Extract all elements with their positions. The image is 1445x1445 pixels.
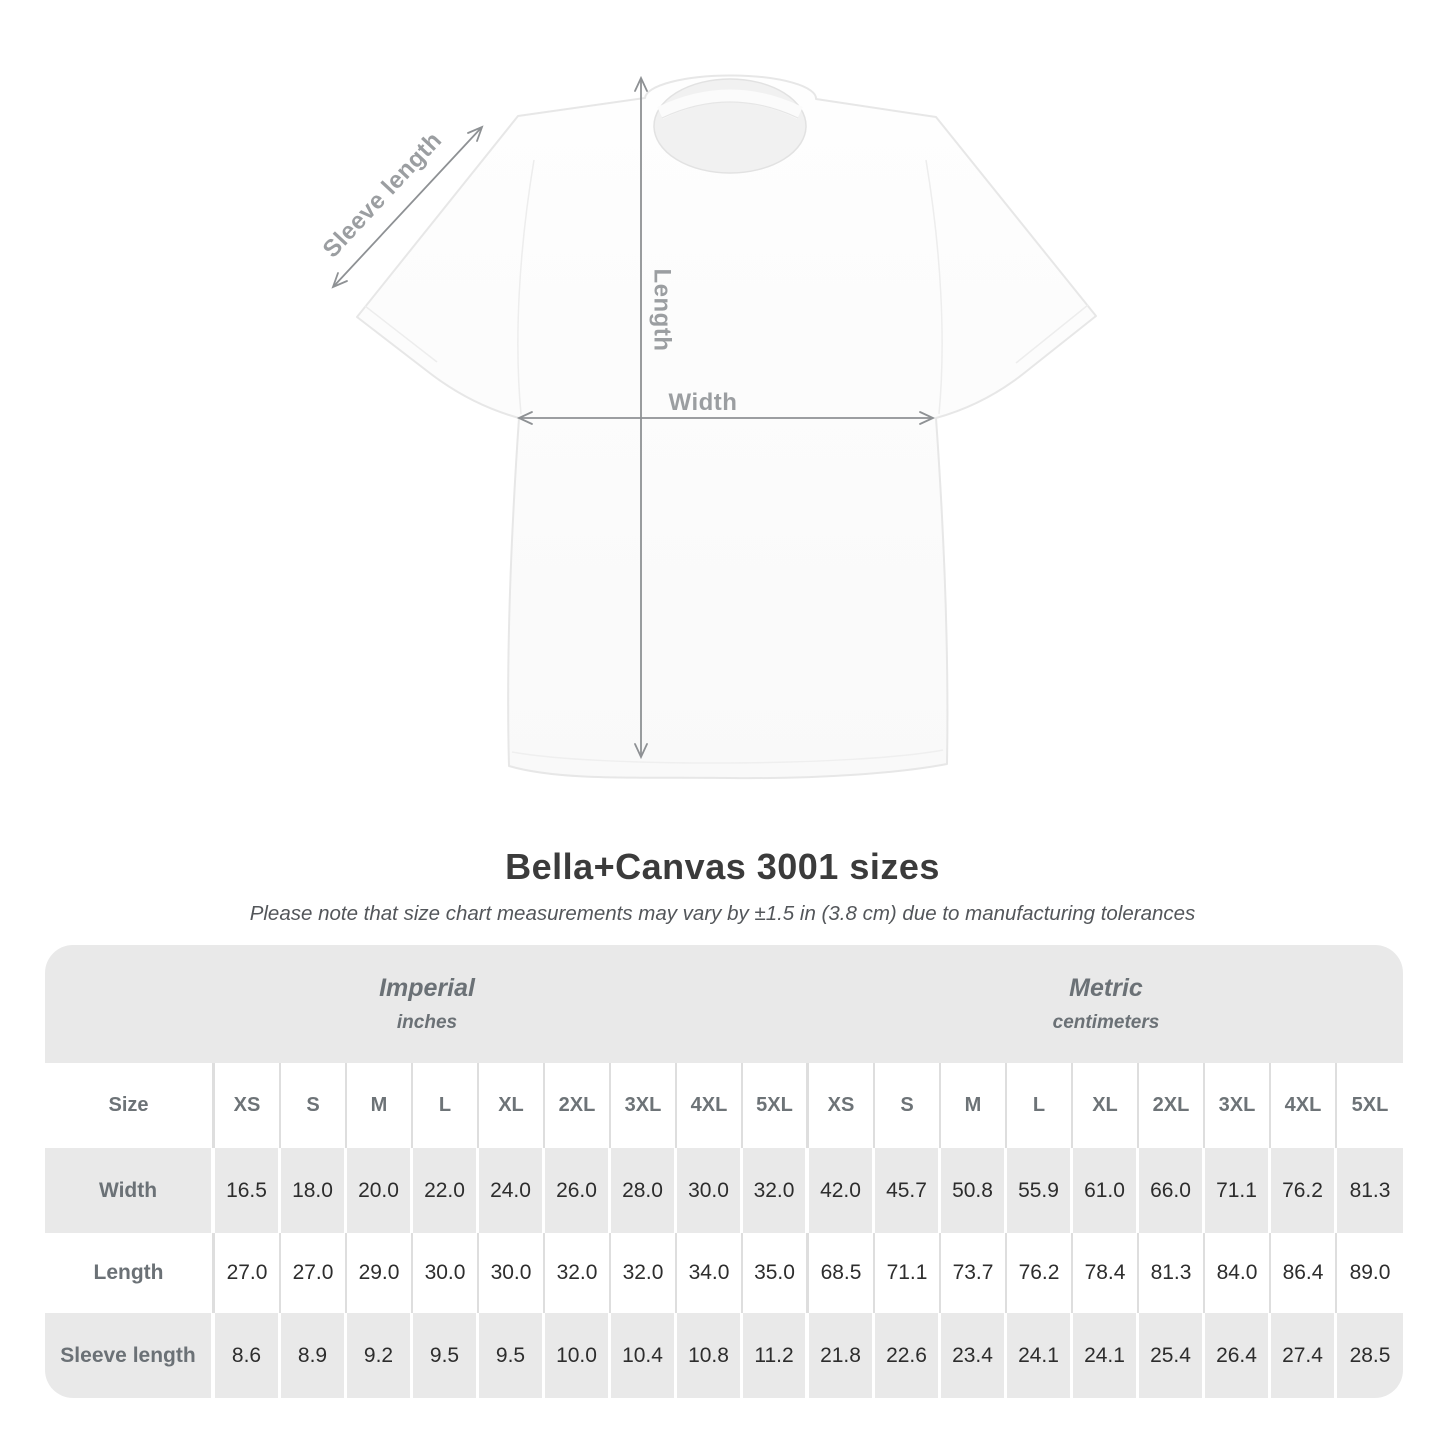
size-header-cell: 2XL: [545, 1063, 611, 1148]
size-header-cell: 5XL: [743, 1063, 809, 1148]
value-cell: 24.1: [1007, 1313, 1073, 1398]
size-header-cell: XS: [215, 1063, 281, 1148]
value-cell: 32.0: [611, 1233, 677, 1313]
value-cell: 10.0: [545, 1313, 611, 1398]
width-label: Width: [669, 389, 738, 416]
value-cell: 29.0: [347, 1233, 413, 1313]
value-cell: 86.4: [1271, 1233, 1337, 1313]
size-header-cell: XL: [479, 1063, 545, 1148]
value-cell: 30.0: [677, 1148, 743, 1233]
width-arrow: [516, 411, 936, 425]
size-header-cell: 4XL: [677, 1063, 743, 1148]
value-cell: 89.0: [1337, 1233, 1403, 1313]
value-cell: 21.8: [809, 1313, 875, 1398]
size-header-cell: 2XL: [1139, 1063, 1205, 1148]
value-cell: 71.1: [1205, 1148, 1271, 1233]
size-header-cell: 4XL: [1271, 1063, 1337, 1148]
length-label: Length: [649, 269, 676, 352]
value-cell: 66.0: [1139, 1148, 1205, 1233]
value-cell: 28.0: [611, 1148, 677, 1233]
value-cell: 26.4: [1205, 1313, 1271, 1398]
value-cell: 81.3: [1337, 1148, 1403, 1233]
value-cell: 32.0: [545, 1233, 611, 1313]
sleeve-length-arrow: [331, 125, 484, 289]
size-header-cell: M: [347, 1063, 413, 1148]
value-cell: 61.0: [1073, 1148, 1139, 1233]
value-cell: 81.3: [1139, 1233, 1205, 1313]
size-chart: Imperial inches Metric centimeters Size …: [45, 945, 1403, 1398]
value-cell: 10.8: [677, 1313, 743, 1398]
size-header-cell: L: [413, 1063, 479, 1148]
size-table: Imperial inches Metric centimeters Size …: [45, 945, 1403, 1398]
row-label-width: Width: [45, 1148, 215, 1233]
size-header-cell: XL: [1073, 1063, 1139, 1148]
metric-unit: centimeters: [1052, 1012, 1160, 1033]
value-cell: 24.0: [479, 1148, 545, 1233]
value-cell: 35.0: [743, 1233, 809, 1313]
size-header-cell: S: [875, 1063, 941, 1148]
value-cell: 45.7: [875, 1148, 941, 1233]
value-cell: 22.0: [413, 1148, 479, 1233]
metric-section-header: Metric centimeters: [809, 945, 1403, 1063]
value-cell: 78.4: [1073, 1233, 1139, 1313]
tshirt-graphic: [356, 74, 1097, 780]
row-label-sleeve-length: Sleeve length: [45, 1313, 215, 1398]
value-cell: 11.2: [743, 1313, 809, 1398]
value-cell: 55.9: [1007, 1148, 1073, 1233]
value-cell: 27.0: [281, 1233, 347, 1313]
value-cell: 34.0: [677, 1233, 743, 1313]
value-cell: 18.0: [281, 1148, 347, 1233]
size-header-cell: M: [941, 1063, 1007, 1148]
value-cell: 30.0: [479, 1233, 545, 1313]
page-title: Bella+Canvas 3001 sizes: [505, 846, 940, 887]
unit-section-row: Imperial inches Metric centimeters: [45, 945, 1403, 1063]
imperial-label: Imperial: [379, 974, 475, 1002]
tshirt-diagram: Sleeve length Length Width: [318, 74, 1097, 780]
value-cell: 8.9: [281, 1313, 347, 1398]
row-label-length: Length: [45, 1233, 215, 1313]
value-cell: 10.4: [611, 1313, 677, 1398]
size-header-cell: 3XL: [1205, 1063, 1271, 1148]
value-cell: 24.1: [1073, 1313, 1139, 1398]
value-cell: 30.0: [413, 1233, 479, 1313]
metric-label: Metric: [1069, 974, 1143, 1002]
size-header-cell: XS: [809, 1063, 875, 1148]
value-cell: 25.4: [1139, 1313, 1205, 1398]
value-cell: 68.5: [809, 1233, 875, 1313]
size-header-row: Size XS S M L XL 2XL 3XL 4XL 5XL XS S M …: [45, 1063, 1403, 1148]
tolerance-note: Please note that size chart measurements…: [249, 902, 1196, 925]
length-row: Length 27.0 27.0 29.0 30.0 30.0 32.0 32.…: [45, 1233, 1403, 1313]
imperial-section-header: Imperial inches: [45, 945, 809, 1063]
value-cell: 84.0: [1205, 1233, 1271, 1313]
value-cell: 50.8: [941, 1148, 1007, 1233]
value-cell: 20.0: [347, 1148, 413, 1233]
size-header-cell: S: [281, 1063, 347, 1148]
size-header-cell: 5XL: [1337, 1063, 1403, 1148]
value-cell: 9.5: [479, 1313, 545, 1398]
width-row: Width 16.5 18.0 20.0 22.0 24.0 26.0 28.0…: [45, 1148, 1403, 1233]
value-cell: 42.0: [809, 1148, 875, 1233]
size-header-cell: 3XL: [611, 1063, 677, 1148]
value-cell: 23.4: [941, 1313, 1007, 1398]
value-cell: 9.2: [347, 1313, 413, 1398]
value-cell: 32.0: [743, 1148, 809, 1233]
imperial-unit: inches: [396, 1012, 458, 1033]
size-header-cell: L: [1007, 1063, 1073, 1148]
value-cell: 76.2: [1271, 1148, 1337, 1233]
value-cell: 9.5: [413, 1313, 479, 1398]
sleeve-length-row: Sleeve length 8.6 8.9 9.2 9.5 9.5 10.0 1…: [45, 1313, 1403, 1398]
value-cell: 22.6: [875, 1313, 941, 1398]
value-cell: 27.4: [1271, 1313, 1337, 1398]
value-cell: 16.5: [215, 1148, 281, 1233]
size-column-header: Size: [45, 1063, 215, 1148]
value-cell: 76.2: [1007, 1233, 1073, 1313]
value-cell: 8.6: [215, 1313, 281, 1398]
value-cell: 26.0: [545, 1148, 611, 1233]
value-cell: 28.5: [1337, 1313, 1403, 1398]
value-cell: 71.1: [875, 1233, 941, 1313]
value-cell: 73.7: [941, 1233, 1007, 1313]
value-cell: 27.0: [215, 1233, 281, 1313]
